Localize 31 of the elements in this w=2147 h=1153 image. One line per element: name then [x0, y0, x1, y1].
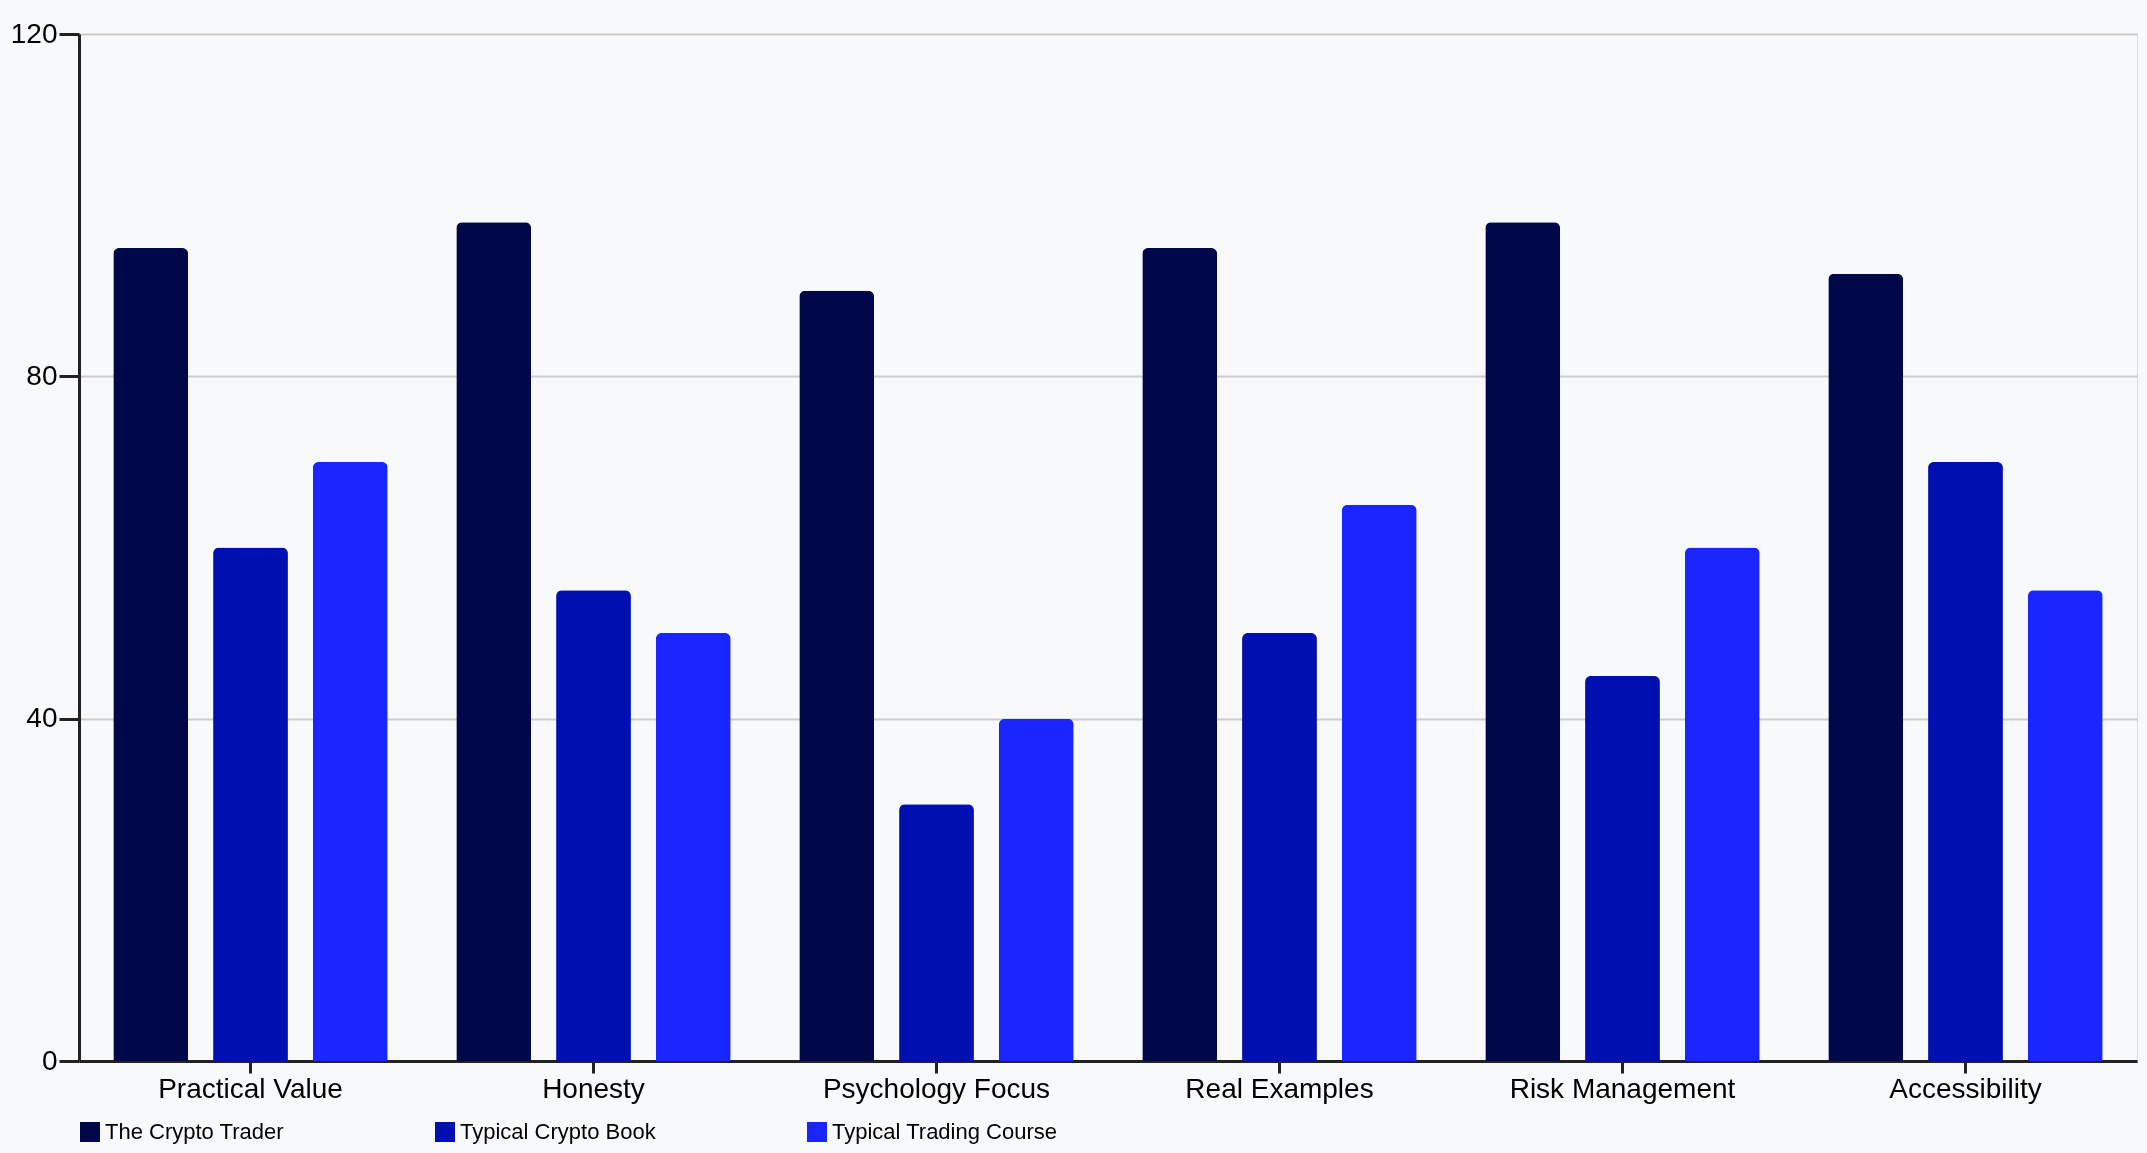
bar [998, 718, 1074, 1061]
bar [899, 804, 974, 1061]
y-tick-label: 120 [10, 17, 58, 49]
bar [1242, 633, 1317, 1061]
bar [655, 633, 731, 1061]
bar [2027, 590, 2103, 1061]
x-tick-label: Real Examples [1185, 1072, 1374, 1104]
bar [1928, 461, 2003, 1061]
bar [1485, 222, 1561, 1061]
bar [213, 547, 288, 1061]
x-tick-label: Accessibility [1889, 1072, 2042, 1104]
x-tick-label: Psychology Focus [822, 1072, 1051, 1104]
bar [1684, 547, 1760, 1061]
y-tick-label: 40 [26, 702, 58, 734]
x-tick-label: Risk Management [1509, 1072, 1736, 1104]
x-tick-label: Honesty [542, 1072, 645, 1104]
legend-label: Typical Trading Course [832, 1119, 1057, 1144]
bar [556, 590, 631, 1061]
bar [1828, 273, 1904, 1061]
bar [1142, 247, 1218, 1061]
x-tick-label: Practical Value [158, 1072, 343, 1104]
bar [799, 290, 875, 1061]
bar [456, 222, 532, 1061]
legend-label: Typical Crypto Book [460, 1119, 657, 1144]
bar [312, 461, 388, 1061]
y-tick-label: 80 [26, 359, 58, 391]
bar [1341, 504, 1417, 1061]
legend-label: The Crypto Trader [105, 1119, 284, 1144]
bar [1585, 675, 1660, 1061]
y-tick-label: 0 [41, 1044, 58, 1076]
bar [113, 247, 189, 1061]
